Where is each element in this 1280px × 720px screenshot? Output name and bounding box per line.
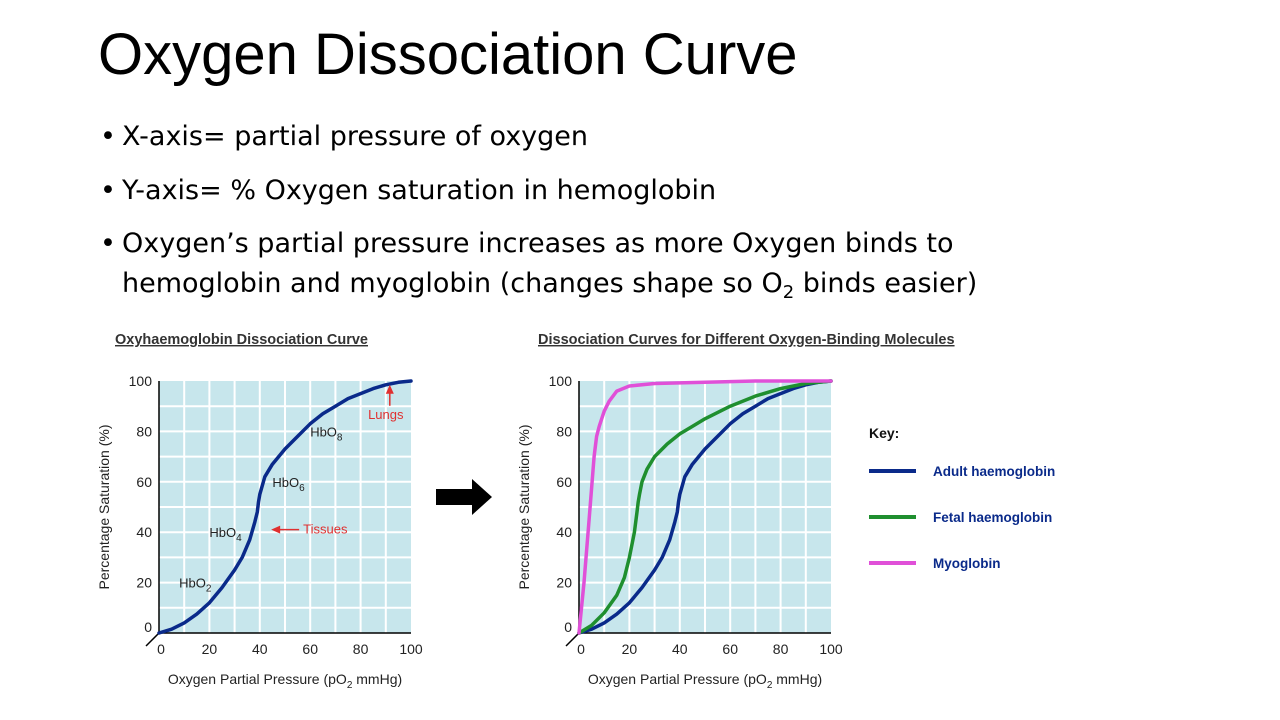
x-axis-label-main: Oxygen Partial Pressure (pO bbox=[588, 671, 767, 687]
bullet-list: X-axis= partial pressure of oxygen Y-axi… bbox=[100, 116, 1102, 304]
tissues-arrow-head bbox=[271, 525, 281, 534]
y-tick-label: 100 bbox=[129, 373, 153, 389]
slide-title: Oxygen Dissociation Curve bbox=[98, 22, 798, 87]
hbo-subscript: 8 bbox=[337, 432, 343, 443]
axis-origin-diagonal bbox=[565, 632, 580, 647]
x-tick-label: 100 bbox=[819, 641, 843, 657]
hbo-label-main: HbO bbox=[310, 424, 337, 439]
x-tick-label: 60 bbox=[722, 641, 738, 657]
y-tick-label: 0 bbox=[144, 619, 152, 635]
x-tick-label: 20 bbox=[622, 641, 638, 657]
legend-label: Adult haemoglobin bbox=[933, 464, 1055, 479]
y-tick-label: 20 bbox=[136, 575, 152, 591]
right-arrow-icon bbox=[436, 479, 492, 515]
chart-title: Oxyhaemoglobin Dissociation Curve bbox=[115, 332, 368, 348]
lungs-arrow-head bbox=[385, 384, 394, 394]
hbo-subscript: 4 bbox=[236, 533, 242, 544]
x-tick-label: 40 bbox=[252, 641, 268, 657]
y-tick-label: 100 bbox=[549, 373, 573, 389]
hbo-label: HbO2 bbox=[179, 576, 212, 595]
hbo-label: HbO8 bbox=[310, 424, 343, 443]
x-axis-label-main: Oxygen Partial Pressure (pO bbox=[168, 671, 347, 687]
x-axis-label-subscript: 2 bbox=[347, 680, 353, 691]
x-tick-label: 80 bbox=[353, 641, 369, 657]
series-line-myoglobin bbox=[577, 379, 833, 635]
series-line-adult-haemoglobin bbox=[577, 379, 833, 635]
hbo-label-main: HbO bbox=[272, 475, 299, 490]
y-tick-label: 40 bbox=[556, 524, 572, 540]
hbo-label-main: HbO bbox=[179, 576, 206, 591]
hbo-label: HbO4 bbox=[209, 525, 242, 544]
tissues-callout: Tissues bbox=[303, 522, 348, 537]
x-tick-label: 20 bbox=[202, 641, 218, 657]
bullet-x-axis-text: X-axis= partial pressure of oxygen bbox=[122, 121, 589, 152]
x-tick-label: 80 bbox=[773, 641, 789, 657]
bullet-partial-pressure: Oxygen’s partial pressure increases as m… bbox=[100, 224, 1102, 304]
bullet-partial-pressure-end: binds easier) bbox=[794, 268, 978, 299]
y-tick-label: 60 bbox=[556, 474, 572, 490]
o2-subscript: 2 bbox=[782, 282, 795, 303]
x-tick-label: 0 bbox=[577, 641, 585, 657]
hbo-subscript: 2 bbox=[206, 584, 212, 595]
bullet-y-axis-text: Y-axis= % Oxygen saturation in hemoglobi… bbox=[122, 175, 717, 206]
bullet-y-axis: Y-axis= % Oxygen saturation in hemoglobi… bbox=[100, 170, 1102, 212]
x-tick-label: 40 bbox=[672, 641, 688, 657]
x-axis-label-end: mmHg) bbox=[352, 671, 402, 687]
legend-label: Myoglobin bbox=[933, 556, 1001, 571]
lungs-callout: Lungs bbox=[368, 407, 404, 422]
y-tick-label: 40 bbox=[136, 524, 152, 540]
x-tick-label: 100 bbox=[399, 641, 423, 657]
axis-origin-diagonal bbox=[145, 632, 160, 647]
y-tick-label: 80 bbox=[556, 423, 572, 439]
multi-molecule-chart: Dissociation Curves for Different Oxygen… bbox=[516, 332, 1055, 691]
series-line-fetal-haemoglobin bbox=[577, 379, 833, 635]
legend-title: Key: bbox=[869, 425, 899, 441]
y-axis-label: Percentage Saturation (%) bbox=[516, 425, 532, 590]
bullet-partial-pressure-text: Oxygen’s partial pressure increases as m… bbox=[122, 228, 954, 299]
x-axis-label: Oxygen Partial Pressure (pO2 mmHg) bbox=[168, 671, 402, 691]
x-tick-label: 0 bbox=[157, 641, 165, 657]
y-tick-label: 80 bbox=[136, 423, 152, 439]
hbo-label: HbO6 bbox=[272, 475, 305, 494]
x-axis-label: Oxygen Partial Pressure (pO2 mmHg) bbox=[588, 671, 822, 691]
y-tick-label: 60 bbox=[136, 474, 152, 490]
x-tick-label: 60 bbox=[302, 641, 318, 657]
y-tick-label: 0 bbox=[564, 619, 572, 635]
hbo-label-main: HbO bbox=[209, 525, 236, 540]
x-axis-label-end: mmHg) bbox=[772, 671, 822, 687]
bullet-x-axis: X-axis= partial pressure of oxygen bbox=[100, 116, 1102, 158]
y-axis-label: Percentage Saturation (%) bbox=[96, 425, 112, 590]
hbo-subscript: 6 bbox=[299, 483, 305, 494]
chart-title: Dissociation Curves for Different Oxygen… bbox=[538, 332, 955, 348]
series-line bbox=[157, 379, 413, 635]
legend-label: Fetal haemoglobin bbox=[933, 510, 1052, 525]
x-axis-label-subscript: 2 bbox=[767, 680, 773, 691]
y-tick-label: 20 bbox=[556, 575, 572, 591]
